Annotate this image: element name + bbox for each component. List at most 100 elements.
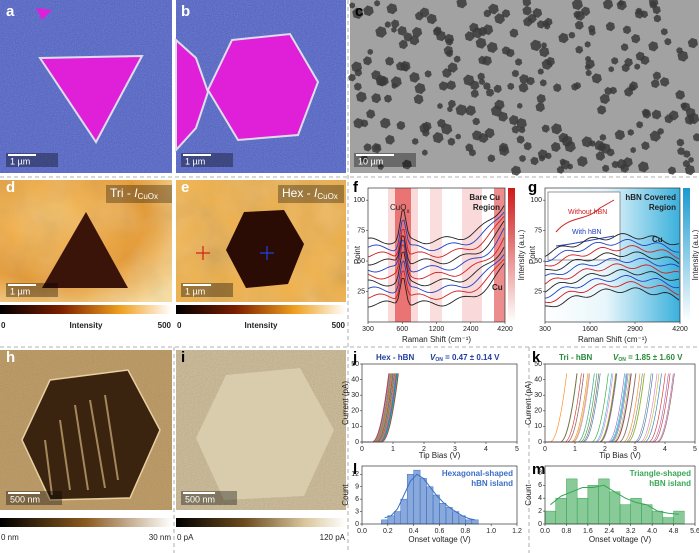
island — [484, 128, 495, 139]
onset-label: VON = 0.47 ± 0.14 V — [430, 353, 500, 363]
triangle-island — [38, 54, 144, 144]
label: 30 nm — [149, 533, 172, 542]
fit-curve — [384, 473, 476, 521]
label: 300 — [362, 326, 374, 333]
island — [611, 57, 619, 65]
island — [618, 0, 624, 7]
symbol: I — [314, 186, 318, 200]
label: m — [532, 461, 545, 478]
marker — [260, 246, 274, 260]
label: 75 — [357, 227, 365, 234]
label: 0 — [355, 439, 359, 446]
iv-curve — [545, 373, 595, 443]
island — [611, 160, 619, 169]
scale-bar — [8, 492, 40, 494]
colorbar — [508, 188, 515, 322]
iv-curve — [545, 373, 645, 443]
island — [650, 79, 660, 89]
island — [470, 89, 479, 98]
island — [616, 158, 627, 170]
histogram-bar — [619, 504, 631, 525]
iv-curve — [545, 373, 590, 443]
spectrum — [367, 220, 505, 266]
island — [630, 147, 637, 154]
island — [413, 94, 424, 105]
hexagon-island — [226, 210, 304, 288]
island — [371, 70, 381, 81]
histogram-bar — [651, 510, 664, 525]
label: Raman Shift (cm⁻¹) — [578, 335, 647, 344]
island — [398, 39, 408, 50]
island — [482, 24, 494, 36]
marker — [196, 246, 210, 260]
peak-label: CuOx — [390, 203, 409, 214]
island — [530, 39, 542, 52]
island — [447, 106, 453, 113]
axes-frame — [544, 363, 696, 443]
spectrum — [544, 233, 680, 257]
island — [530, 156, 539, 166]
label: 4200 — [672, 326, 688, 333]
label: 30 — [351, 392, 359, 399]
island — [419, 7, 430, 18]
histogram-bar — [465, 519, 473, 525]
label: 0.0 — [540, 528, 550, 535]
island — [446, 80, 456, 90]
spectrum — [544, 269, 680, 293]
label: i — [181, 349, 185, 366]
label: 4.0 — [647, 528, 657, 535]
iv-curve — [545, 373, 637, 443]
label: 0.8 — [460, 528, 470, 535]
histogram-bar — [587, 485, 599, 525]
histogram-bar — [471, 519, 479, 525]
symbol: I — [134, 186, 138, 200]
histogram-bar — [566, 478, 578, 525]
hexagon-island — [196, 368, 334, 500]
iv-curve — [545, 373, 582, 443]
iv-curve — [545, 373, 589, 443]
island — [453, 55, 461, 63]
label: 4200 — [497, 326, 513, 333]
island — [456, 0, 467, 9]
histogram-bar — [413, 469, 421, 525]
iv-curve — [545, 373, 632, 443]
label: Point — [353, 245, 362, 264]
label: Tip Bias (V) — [419, 451, 461, 460]
title-text: Hex - — [282, 186, 314, 200]
island — [391, 82, 398, 89]
scale-bar — [183, 492, 215, 494]
island — [558, 32, 569, 44]
island — [36, 8, 52, 20]
island — [677, 147, 685, 156]
axes-frame — [544, 465, 696, 525]
island — [516, 135, 525, 144]
iv-curve — [362, 373, 394, 443]
island — [544, 23, 551, 30]
spectrum — [367, 258, 505, 300]
scale-bar-bg — [6, 491, 62, 505]
label: 50 — [351, 361, 359, 368]
scale-bar — [356, 154, 394, 156]
iv-curve — [545, 373, 629, 443]
iv-curve — [362, 373, 398, 443]
label: 3 — [633, 446, 637, 453]
label: Triangle-shaped — [630, 469, 691, 478]
island — [622, 25, 632, 35]
scale-bar-bg — [181, 153, 233, 167]
iv-curve — [545, 373, 662, 443]
label: 2.4 — [604, 528, 614, 535]
island — [688, 157, 694, 163]
label: 1 — [573, 446, 577, 453]
peak: CuO — [390, 203, 406, 212]
island — [541, 124, 550, 133]
island — [668, 110, 679, 121]
spectrum — [367, 211, 505, 252]
island — [561, 135, 573, 147]
label: 100 — [353, 197, 365, 204]
label: Current (pA) — [524, 381, 533, 425]
island — [448, 99, 456, 108]
label: 3 — [453, 446, 457, 453]
island — [553, 83, 562, 93]
island — [640, 10, 649, 19]
island — [535, 102, 545, 112]
